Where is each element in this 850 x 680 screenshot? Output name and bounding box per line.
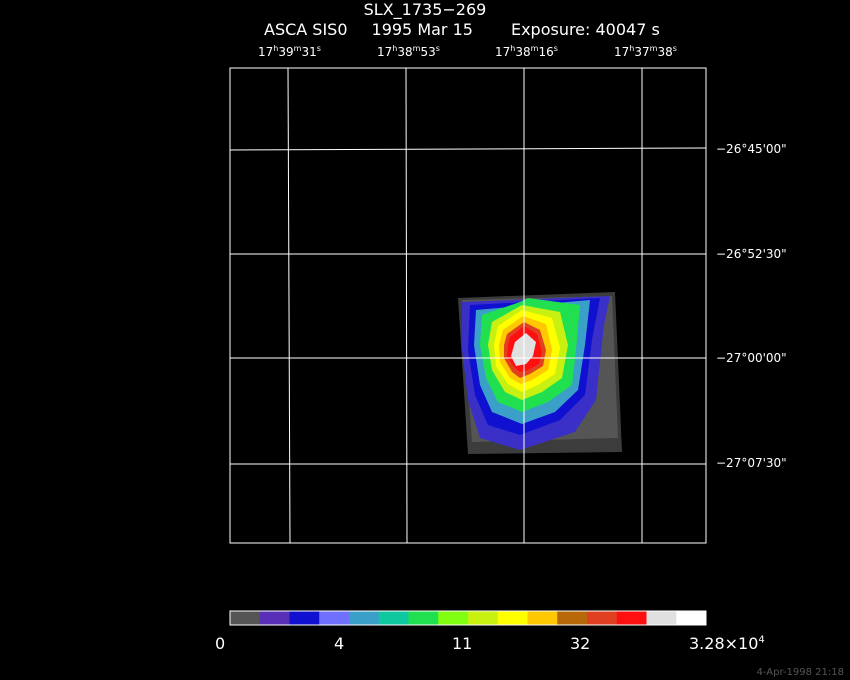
colorbar-segment bbox=[289, 611, 320, 625]
colorbar-segment bbox=[557, 611, 588, 625]
colorbar-segment bbox=[349, 611, 380, 625]
image-subtitle: ASCA SIS0 1995 Mar 15 Exposure: 40047 s bbox=[264, 20, 660, 39]
colorbar-segment bbox=[616, 611, 647, 625]
colorbar-segment bbox=[319, 611, 350, 625]
colorbar-segment bbox=[259, 611, 290, 625]
colorbar-segment bbox=[378, 611, 409, 625]
ra-tick-label: 17h38m16s bbox=[495, 44, 558, 59]
ra-tick-label: 17h39m31s bbox=[258, 44, 321, 59]
colorbar-segment bbox=[408, 611, 439, 625]
colorbar-segment bbox=[676, 611, 707, 625]
colorbar-label: 11 bbox=[452, 634, 473, 653]
colorbar-label: 4 bbox=[334, 634, 345, 653]
colorbar-segment bbox=[527, 611, 558, 625]
dec-tick-label: −27°00'00" bbox=[716, 351, 787, 365]
ra-tick-label: 17h38m53s bbox=[377, 44, 440, 59]
colorbar-segment bbox=[230, 611, 261, 625]
colorbar-segment bbox=[468, 611, 499, 625]
exposure-label: Exposure: 40047 s bbox=[510, 20, 660, 39]
colorbar-segment bbox=[646, 611, 677, 625]
ra-tick-label: 17h37m38s bbox=[614, 44, 677, 59]
colorbar-label: 0 bbox=[215, 634, 226, 653]
coordinate-grid bbox=[229, 67, 707, 544]
dec-tick-label: −26°52'30" bbox=[716, 247, 787, 261]
colorbar-segment bbox=[438, 611, 469, 625]
colorbar bbox=[230, 611, 707, 625]
colorbar-segment bbox=[587, 611, 618, 625]
image-title: SLX_1735−269 bbox=[363, 0, 487, 19]
timestamp: 4-Apr-1998 21:18 bbox=[756, 667, 844, 678]
xray-intensity-map bbox=[458, 292, 622, 454]
observation-date: 1995 Mar 15 bbox=[371, 20, 473, 39]
colorbar-label-max: 3.28×104 bbox=[689, 634, 765, 653]
image-frame bbox=[229, 67, 707, 544]
dec-tick-label: −26°45'00" bbox=[716, 142, 787, 156]
dec-tick-label: −27°07'30" bbox=[716, 456, 787, 470]
colorbar-label: 32 bbox=[570, 634, 591, 653]
colorbar-frame bbox=[229, 610, 707, 626]
instrument-label: ASCA SIS0 bbox=[264, 20, 348, 39]
colorbar-segment bbox=[497, 611, 528, 625]
